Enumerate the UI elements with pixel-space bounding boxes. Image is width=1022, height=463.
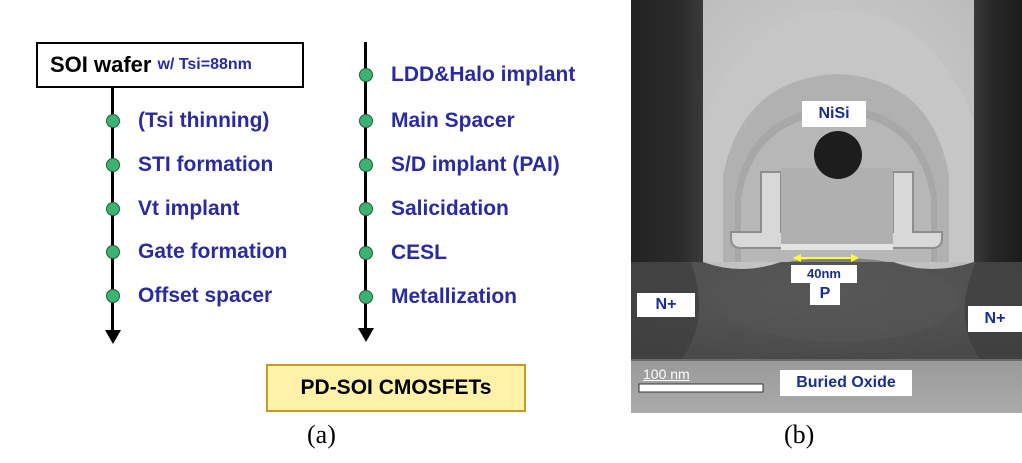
step-label: LDD&Halo implant (391, 63, 576, 86)
step-node (359, 246, 373, 260)
step-label: (Tsi thinning) (138, 109, 270, 132)
n-plus-left-label: N+ (637, 293, 695, 317)
right-step: LDD&Halo implant (359, 63, 575, 87)
left-step: (Tsi thinning) (106, 109, 269, 133)
p-region-label: P (810, 283, 840, 305)
left-step: Offset spacer (106, 284, 272, 308)
right-step: Main Spacer (359, 109, 515, 133)
left-flow-arrowhead (104, 330, 121, 344)
step-node (359, 68, 373, 82)
left-step: STI formation (106, 153, 273, 177)
caption-b: (b) (784, 420, 815, 449)
left-step: Gate formation (106, 240, 287, 264)
step-node (359, 158, 373, 172)
right-step: S/D implant (PAI) (359, 153, 560, 177)
n-plus-right-label: N+ (968, 306, 1022, 332)
step-node (359, 202, 373, 216)
step-node (106, 158, 120, 172)
end-box: PD-SOI CMOSFETs (266, 364, 526, 412)
nisi-label: NiSi (802, 101, 866, 127)
step-node (106, 245, 120, 259)
left-step: Vt implant (106, 197, 240, 221)
tem-image (631, 0, 1022, 413)
start-box: SOI wafer w/ Tsi=88nm (36, 42, 304, 88)
step-label: Metallization (391, 285, 518, 308)
right-step: CESL (359, 241, 447, 265)
buried-oxide-label: Buried Oxide (780, 370, 912, 396)
start-box-subtitle: w/ Tsi=88nm (157, 56, 252, 73)
step-label: Vt implant (138, 197, 240, 220)
width-label: 40nm (791, 265, 857, 283)
tem-micrograph: NiSi 40nm P N+ N+ 100 nm Buried Oxide (631, 0, 1022, 413)
step-label: Gate formation (138, 240, 288, 263)
step-node (359, 290, 373, 304)
right-step: Metallization (359, 285, 517, 309)
step-node (106, 202, 120, 216)
caption-a: (a) (307, 420, 336, 449)
step-label: STI formation (138, 153, 274, 176)
step-label: S/D implant (PAI) (391, 153, 560, 176)
right-flow-line (364, 42, 367, 328)
scale-bar-label: 100 nm (643, 366, 690, 382)
step-label: CESL (391, 241, 448, 264)
step-node (359, 114, 373, 128)
right-flow-arrowhead (357, 328, 374, 342)
step-node (106, 289, 120, 303)
start-box-title: SOI wafer (50, 52, 152, 77)
right-step: Salicidation (359, 197, 509, 221)
step-node (106, 114, 120, 128)
step-label: Main Spacer (391, 109, 515, 132)
step-label: Salicidation (391, 197, 509, 220)
step-label: Offset spacer (138, 284, 273, 307)
